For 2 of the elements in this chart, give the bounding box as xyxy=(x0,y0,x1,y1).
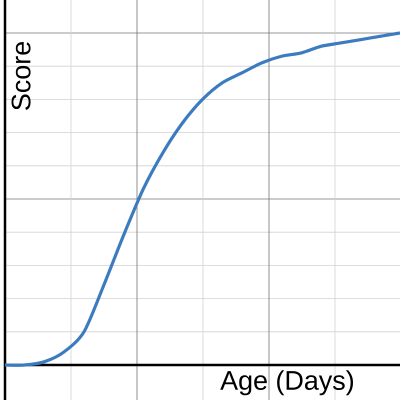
y-axis-title: Score xyxy=(12,42,31,110)
x-axis-title: Age (Days) xyxy=(220,370,353,396)
